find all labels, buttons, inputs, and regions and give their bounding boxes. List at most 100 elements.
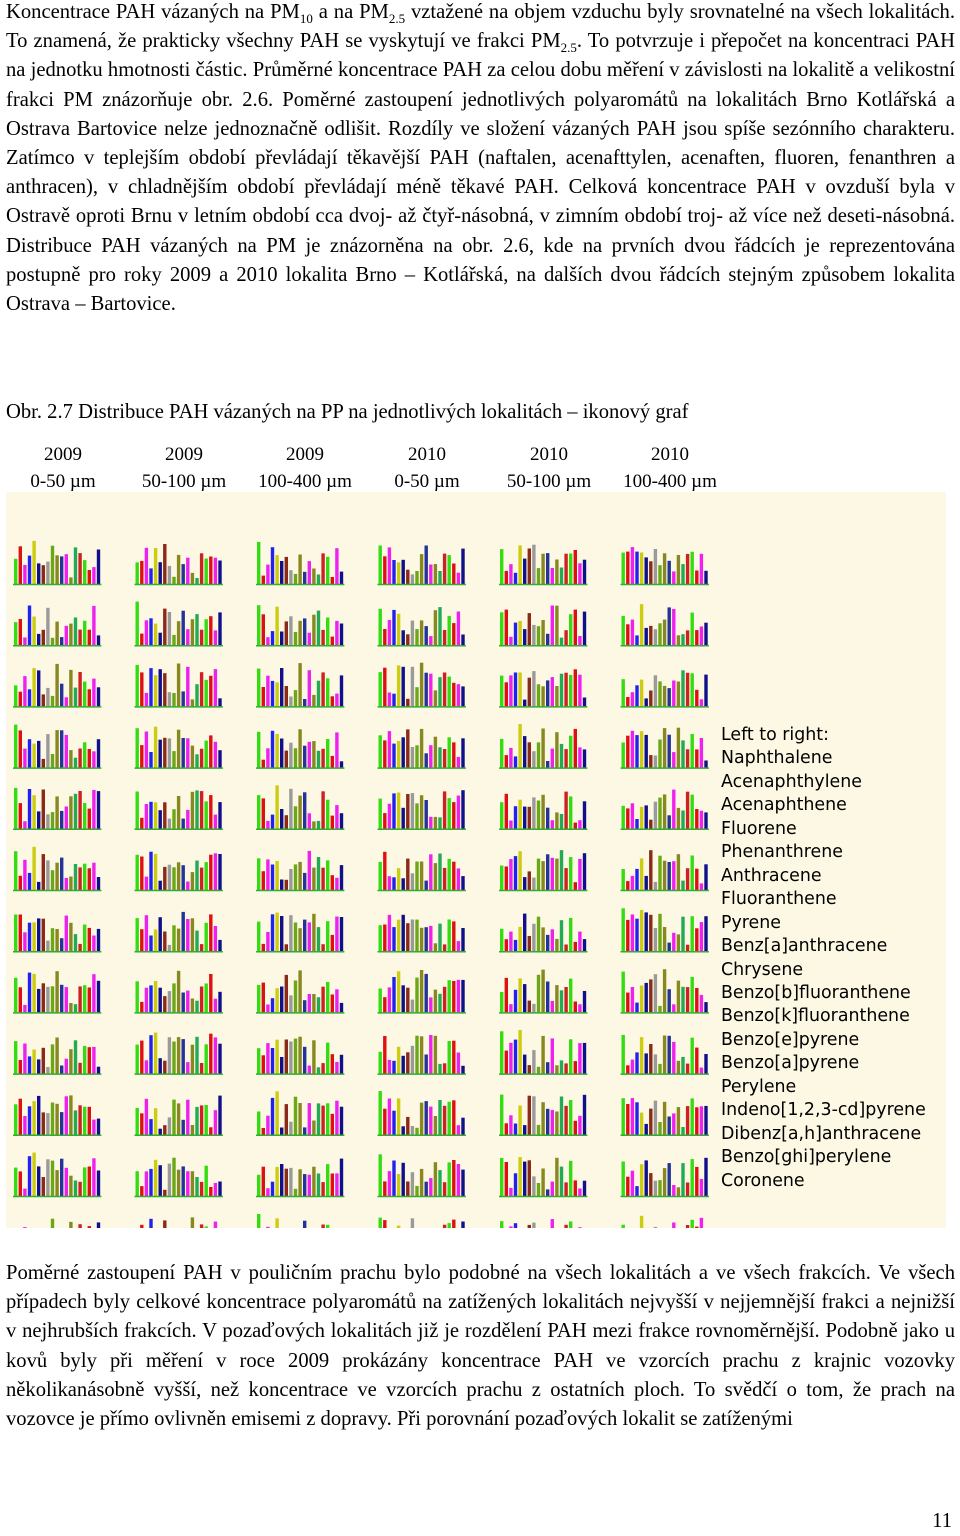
glyph-bar xyxy=(176,862,181,890)
glyph-bar xyxy=(383,997,387,1013)
glyph-bar xyxy=(387,731,392,768)
glyph-bar xyxy=(261,614,265,646)
glyph-bar xyxy=(64,1058,68,1074)
glyph-bar xyxy=(312,821,316,829)
glyph-bar xyxy=(27,1156,32,1196)
glyph-bar xyxy=(293,980,298,1013)
glyph-bar xyxy=(339,865,344,890)
glyph-bar xyxy=(564,1063,568,1074)
glyph-bar xyxy=(64,878,68,890)
glyph-bar xyxy=(419,1168,424,1196)
glyph-bar xyxy=(37,633,41,646)
glyph-bar xyxy=(46,734,50,768)
glyph-bar xyxy=(527,1224,531,1228)
glyph-bar xyxy=(564,944,568,952)
glyph-bar xyxy=(289,616,293,646)
glyph-bar xyxy=(46,986,50,1013)
glyph-bar xyxy=(158,562,162,584)
glyph-bar xyxy=(37,740,41,768)
glyph-bar xyxy=(639,552,644,584)
glyph-bar xyxy=(298,795,302,829)
glyph-bar xyxy=(452,1100,456,1135)
legend-item: Pyrene xyxy=(721,912,781,933)
glyph-bar xyxy=(392,1110,396,1135)
glyph-bar xyxy=(312,1120,316,1135)
glyph-bar xyxy=(410,793,415,829)
glyph-bar xyxy=(218,1181,222,1196)
glyph-bar xyxy=(621,1224,625,1228)
glyph-bar xyxy=(500,992,504,1013)
glyph-bar xyxy=(672,861,676,890)
glyph-bar xyxy=(461,634,465,646)
glyph-bar xyxy=(649,561,653,584)
glyph-bar xyxy=(321,944,325,952)
glyph-bar xyxy=(500,1221,504,1228)
glyph-bar xyxy=(504,793,508,829)
glyph-bar xyxy=(96,1222,101,1228)
glyph-bar xyxy=(653,1100,658,1135)
glyph-bar xyxy=(41,854,45,890)
glyph-bar xyxy=(275,912,279,952)
glyph-bar xyxy=(527,871,531,890)
glyph-bar xyxy=(209,914,213,952)
glyph-bar xyxy=(153,929,158,952)
glyph-bar xyxy=(172,1157,176,1196)
glyph-bar xyxy=(662,619,667,646)
glyph-bar xyxy=(653,881,658,890)
glyph-bar xyxy=(383,667,387,707)
glyph-bar xyxy=(662,860,667,890)
glyph-bar xyxy=(140,745,144,768)
glyph-bar xyxy=(257,858,261,890)
glyph-bar xyxy=(644,982,648,1013)
icon-glyph xyxy=(13,540,102,586)
glyph-bar xyxy=(149,985,153,1013)
glyph-bar xyxy=(447,1101,451,1135)
icon-glyph xyxy=(620,670,709,708)
glyph-bar xyxy=(378,1051,382,1074)
glyph-bar xyxy=(83,1045,87,1074)
glyph-bar xyxy=(550,605,554,646)
glyph-bar xyxy=(213,630,218,646)
glyph-bar xyxy=(410,919,415,952)
glyph-bar xyxy=(406,698,410,707)
glyph-bar xyxy=(442,1105,447,1135)
glyph-bar xyxy=(419,970,424,1013)
glyph-bar xyxy=(312,913,316,952)
glyph-bar xyxy=(92,751,96,768)
glyph-bar xyxy=(144,987,149,1013)
glyph-bar xyxy=(312,867,316,890)
icon-glyph xyxy=(620,789,709,831)
glyph-bar xyxy=(555,605,559,646)
glyph-bar xyxy=(695,928,699,952)
icon-glyph xyxy=(134,851,223,892)
glyph-bar xyxy=(685,749,690,768)
glyph-bar xyxy=(704,1054,708,1074)
glyph-bar xyxy=(172,751,176,768)
glyph-bar xyxy=(298,861,302,890)
glyph-bar xyxy=(378,1154,382,1196)
glyph-bar xyxy=(18,546,22,584)
glyph-bar xyxy=(532,877,536,890)
glyph-bar xyxy=(149,618,153,646)
glyph-bar xyxy=(144,804,149,829)
glyph-bar xyxy=(339,623,344,646)
glyph-bar xyxy=(621,1098,625,1135)
glyph-bar xyxy=(195,754,199,768)
glyph-bar xyxy=(78,629,82,646)
glyph-bar xyxy=(270,1181,275,1196)
glyph-bar xyxy=(546,553,550,584)
glyph-bar xyxy=(527,1160,531,1196)
glyph-bar xyxy=(275,1218,279,1228)
glyph-bar xyxy=(140,560,144,584)
glyph-bar xyxy=(685,944,690,952)
glyph-bar xyxy=(149,1218,153,1228)
glyph-bar xyxy=(199,748,204,768)
glyph-bar xyxy=(532,544,536,584)
glyph-bar xyxy=(685,1182,690,1196)
glyph-bar xyxy=(149,752,153,768)
glyph-bar xyxy=(18,987,22,1013)
glyph-bar xyxy=(527,1095,531,1135)
glyph-bar xyxy=(667,560,671,584)
glyph-bar xyxy=(676,727,681,768)
glyph-bar xyxy=(578,674,582,707)
